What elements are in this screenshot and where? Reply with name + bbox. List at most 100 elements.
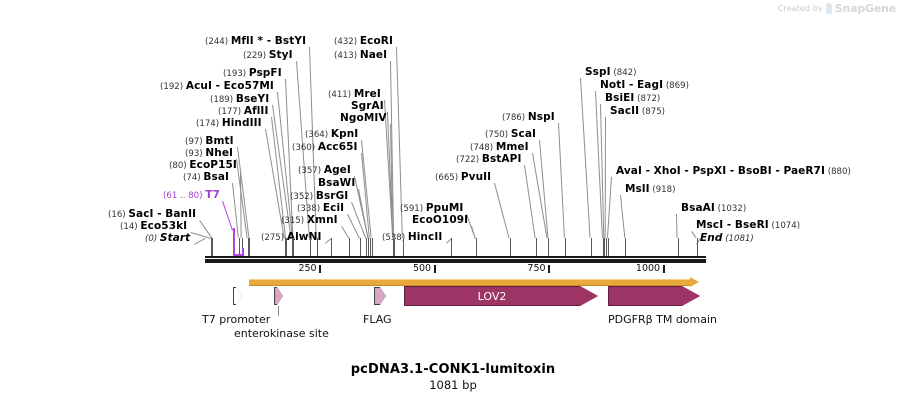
restriction-site-mark <box>509 238 511 257</box>
enzyme-label[interactable]: (538) HincII <box>382 232 442 244</box>
ruler-tick-label: 500 <box>412 263 432 274</box>
plasmid-backbone-bar <box>205 259 706 263</box>
enzyme-label[interactable]: (411) MreI <box>328 89 381 101</box>
enzyme-label[interactable]: AvaI - XhoI - PspXI - BsoBI - PaeR7I (88… <box>616 166 851 178</box>
enzyme-position: (413) <box>334 51 360 61</box>
feature-arrow[interactable] <box>273 287 283 305</box>
enzyme-label[interactable]: MslI (918) <box>625 184 675 196</box>
enzyme-label[interactable]: (352) BsrGI <box>290 191 348 203</box>
enzyme-position: (880) <box>824 167 851 177</box>
leader-line <box>494 183 510 239</box>
enzyme-label[interactable]: End (1081) <box>700 233 754 245</box>
enzyme-label[interactable]: (193) PspFI <box>223 68 282 80</box>
enzyme-label[interactable]: (786) NspI <box>502 112 555 124</box>
enzyme-label[interactable]: (360) Acc65I <box>292 142 358 154</box>
restriction-site-mark <box>602 238 604 257</box>
enzyme-label[interactable]: NotI - EagI (869) <box>600 80 689 92</box>
ruler-tick <box>662 265 665 273</box>
enzyme-label[interactable]: MscI - BseRI (1074) <box>696 220 800 232</box>
enzyme-position: (16) <box>108 210 129 220</box>
watermark-brand: SnapGene <box>834 2 896 15</box>
enzyme-label[interactable]: (16) SacI - BanII <box>108 209 196 221</box>
feature-arrow-head-icon <box>579 286 598 306</box>
leader-line <box>580 78 591 239</box>
enzyme-label[interactable]: (722) BstAPI <box>456 154 521 166</box>
enzyme-label[interactable]: (315) XmnI <box>281 215 338 227</box>
enzyme-label[interactable]: SgrAI <box>351 101 384 112</box>
enzyme-label[interactable]: (748) MmeI <box>470 142 529 154</box>
enzyme-name: AcuI <box>185 80 212 92</box>
enzyme-position: (80) <box>169 161 190 171</box>
feature-arrow[interactable] <box>374 287 386 305</box>
feature-arrow[interactable] <box>232 287 242 305</box>
leader-line <box>620 195 626 239</box>
enzyme-label[interactable]: (591) PpuMI <box>400 203 463 215</box>
enzyme-label[interactable]: BsaAI (1032) <box>681 203 746 215</box>
feature-label[interactable]: enterokinase site <box>234 327 329 340</box>
leader-line <box>604 116 606 238</box>
enzyme-label[interactable]: (665) PvuII <box>435 172 491 184</box>
promoter-label-t7[interactable]: (61 .. 80) T7 <box>163 190 220 202</box>
enzyme-label[interactable]: (413) NaeI <box>334 50 387 62</box>
enzyme-label[interactable]: (177) AflII <box>218 106 268 118</box>
enzyme-separator: - <box>211 80 224 92</box>
enzyme-label[interactable]: (97) BmtI <box>185 136 234 148</box>
feature-arrow-body <box>607 286 682 306</box>
enzyme-label[interactable]: (357) AgeI <box>298 165 351 177</box>
enzyme-label[interactable]: SspI (842) <box>585 67 636 79</box>
enzyme-label[interactable]: (364) KpnI <box>305 129 358 141</box>
feature-connector-line <box>278 306 280 316</box>
enzyme-label[interactable]: (338) EciI <box>297 203 344 215</box>
enzyme-label[interactable]: (0) Start <box>145 233 190 245</box>
feature-arrow[interactable]: LOV2 <box>404 286 598 306</box>
restriction-site-mark <box>696 238 698 257</box>
enzyme-separator: - <box>263 35 275 47</box>
enzyme-label[interactable]: NgoMIV <box>340 113 387 124</box>
restriction-site-mark <box>677 238 679 257</box>
enzyme-position: (411) <box>328 90 354 100</box>
feature-label[interactable]: T7 promoter <box>202 313 271 326</box>
enzyme-label[interactable]: (750) ScaI <box>485 129 536 141</box>
feature-label[interactable]: PDGFRβ TM domain <box>608 313 718 326</box>
t7-promoter-marker <box>232 228 235 256</box>
enzyme-label[interactable]: SacII (875) <box>610 106 665 118</box>
enzyme-label[interactable]: (93) NheI <box>185 148 233 160</box>
restriction-site-mark <box>330 238 332 257</box>
restriction-site-mark <box>284 238 286 257</box>
enzyme-label[interactable]: BsiEI (872) <box>605 93 660 105</box>
enzyme-name: BsiEI <box>605 92 635 104</box>
ruler-tick <box>548 265 551 273</box>
enzyme-label[interactable]: (275) AlwNI <box>261 232 321 244</box>
feature-arrow-body <box>232 287 236 305</box>
restriction-site-mark <box>548 238 550 257</box>
feature-arrow[interactable] <box>607 286 700 306</box>
enzyme-label[interactable]: (192) AcuI - Eco57MI <box>160 81 274 93</box>
enzyme-label[interactable]: BsaWI <box>318 178 355 189</box>
enzyme-name: HindIII <box>221 117 262 129</box>
enzyme-name: NgoMIV <box>340 112 387 124</box>
enzyme-position: (364) <box>305 130 331 140</box>
enzyme-position: (338) <box>297 204 323 214</box>
restriction-site-mark <box>366 238 368 257</box>
feature-arrow-head-icon <box>235 287 242 305</box>
promoter-name: T7 <box>205 189 220 201</box>
enzyme-label[interactable]: (80) EcoP15I <box>169 160 237 172</box>
enzyme-label[interactable]: (74) BsaI <box>183 172 229 184</box>
enzyme-label[interactable]: (432) EcoRI <box>334 36 393 48</box>
enzyme-position: (192) <box>160 82 186 92</box>
enzyme-name: BstAPI <box>481 153 522 165</box>
enzyme-label[interactable]: EcoO109I <box>412 215 468 226</box>
enzyme-label[interactable]: (174) HindIII <box>196 118 262 130</box>
enzyme-name: BsaWI <box>318 177 356 189</box>
enzyme-label[interactable]: (229) StyI <box>243 50 293 62</box>
enzyme-name: XmnI <box>306 214 338 226</box>
enzyme-name: BsaI <box>203 171 230 183</box>
restriction-site-mark <box>286 238 288 257</box>
enzyme-label[interactable]: (14) Eco53kI <box>120 221 187 233</box>
enzyme-position: (315) <box>281 216 307 226</box>
enzyme-label[interactable]: (189) BseYI <box>210 94 269 106</box>
feature-label[interactable]: FLAG <box>363 313 392 326</box>
enzyme-position: (748) <box>470 143 496 153</box>
enzyme-name: EcoP15I <box>189 159 237 171</box>
enzyme-label[interactable]: (244) MflI * - BstYI <box>205 36 306 48</box>
